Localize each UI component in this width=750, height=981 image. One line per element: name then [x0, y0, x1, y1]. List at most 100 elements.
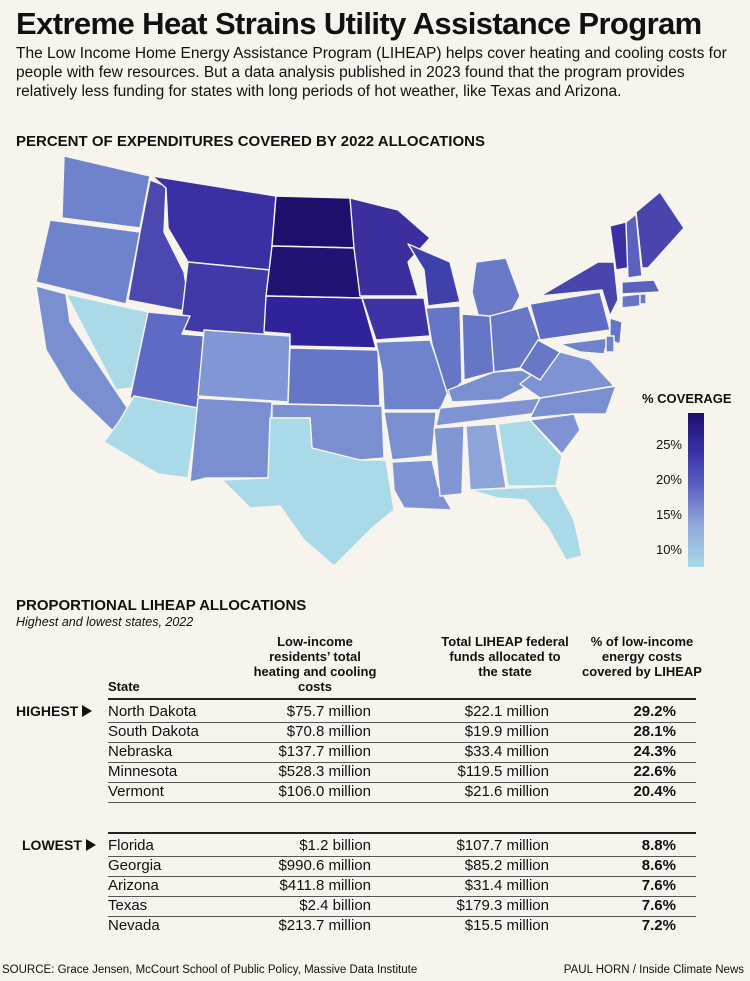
- state-washington: [61, 155, 151, 229]
- legend-tick-25: 25%: [655, 437, 682, 452]
- cell-state: Minnesota: [108, 763, 178, 780]
- cell-funds: $119.5 million: [457, 763, 549, 780]
- state-maine: [635, 191, 685, 269]
- state-florida: [469, 485, 583, 561]
- table-row: Florida $1.2 billion $107.7 million 8.8%: [108, 836, 696, 856]
- cell-state: Florida: [108, 837, 154, 854]
- col-header-pct: % of low-income energy costs covered by …: [582, 634, 702, 679]
- cell-state: Texas: [108, 897, 148, 914]
- source-note: SOURCE: Grace Jensen, McCourt School of …: [2, 964, 418, 976]
- group-label-highest: HIGHEST: [16, 703, 93, 719]
- state-georgia: [497, 419, 563, 487]
- arrow-right-icon: [85, 839, 96, 851]
- row-divider: [108, 722, 696, 723]
- cell-pct: 28.1%: [633, 723, 676, 740]
- cell-cost: $75.7 million: [286, 703, 371, 720]
- state-massachusetts: [621, 279, 661, 295]
- state-minnesota: [349, 197, 431, 297]
- cell-state: North Dakota: [108, 703, 197, 720]
- legend-title: % COVERAGE: [642, 391, 732, 406]
- group-label-highest-text: HIGHEST: [16, 703, 79, 719]
- cell-cost: $2.4 billion: [299, 897, 371, 914]
- state-new-hampshire: [625, 213, 643, 279]
- state-new-mexico: [189, 397, 273, 483]
- cell-cost: $528.3 million: [278, 763, 371, 780]
- cell-cost: $990.6 million: [278, 857, 371, 874]
- table-row: South Dakota $70.8 million $19.9 million…: [108, 722, 696, 742]
- state-wyoming: [179, 261, 271, 341]
- row-divider: [108, 856, 696, 857]
- state-oregon: [35, 219, 141, 305]
- cell-pct: 7.6%: [641, 897, 676, 914]
- state-kansas: [287, 347, 381, 407]
- state-colorado: [197, 329, 291, 403]
- group-label-lowest: LOWEST: [22, 837, 96, 853]
- state-connecticut: [621, 293, 641, 309]
- legend-color-scale: [688, 413, 704, 567]
- table-row: Vermont $106.0 million $21.6 million 20.…: [108, 782, 696, 802]
- arrow-right-icon: [82, 705, 93, 717]
- state-west-virginia: [519, 339, 561, 381]
- table-row: Arizona $411.8 million $31.4 million 7.6…: [108, 876, 696, 896]
- state-mississippi: [433, 425, 465, 497]
- cell-cost: $106.0 million: [278, 783, 371, 800]
- row-divider: [108, 782, 696, 783]
- table-row: Minnesota $528.3 million $119.5 million …: [108, 762, 696, 782]
- state-texas: [221, 417, 395, 567]
- map-heading: PERCENT OF EXPENDITURES COVERED BY 2022 …: [16, 133, 485, 150]
- cell-funds: $31.4 million: [464, 877, 549, 894]
- cell-pct: 22.6%: [633, 763, 676, 780]
- cell-funds: $179.3 million: [456, 897, 549, 914]
- group-label-lowest-text: LOWEST: [22, 837, 82, 853]
- page-title: Extreme Heat Strains Utility Assistance …: [16, 6, 702, 41]
- cell-pct: 8.6%: [641, 857, 676, 874]
- legend-tick-15: 15%: [655, 507, 682, 522]
- cell-state: Arizona: [108, 877, 159, 894]
- legend-tick-10: 10%: [655, 542, 682, 557]
- row-divider: [108, 762, 696, 763]
- cell-funds: $22.1 million: [464, 703, 549, 720]
- legend-tick-20: 20%: [655, 472, 682, 487]
- cell-state: Georgia: [108, 857, 162, 874]
- cell-cost: $137.7 million: [278, 743, 371, 760]
- state-pennsylvania: [529, 291, 611, 341]
- cell-pct: 24.3%: [633, 743, 676, 760]
- cell-funds: $107.7 million: [456, 837, 549, 854]
- state-wisconsin: [407, 243, 461, 307]
- cell-funds: $85.2 million: [464, 857, 549, 874]
- table-rule-top: [108, 698, 696, 700]
- row-divider: [108, 742, 696, 743]
- cell-cost: $1.2 billion: [299, 837, 371, 854]
- table-row: Nevada $213.7 million $15.5 million 7.2%: [108, 916, 696, 936]
- cell-cost: $213.7 million: [278, 917, 371, 934]
- col-header-state: State: [108, 679, 140, 694]
- table-row: Texas $2.4 billion $179.3 million 7.6%: [108, 896, 696, 916]
- state-louisiana: [391, 459, 453, 511]
- credit-note: PAUL HORN / Inside Climate News: [563, 964, 744, 976]
- state-indiana: [461, 313, 495, 381]
- cell-state: Nebraska: [108, 743, 173, 760]
- cell-pct: 7.6%: [641, 877, 676, 894]
- state-south-dakota: [265, 245, 363, 299]
- cell-cost: $411.8 million: [279, 877, 371, 894]
- cell-funds: $15.5 million: [464, 917, 549, 934]
- state-delaware: [605, 335, 615, 353]
- cell-funds: $33.4 million: [464, 743, 549, 760]
- us-coverage-map: [35, 155, 685, 567]
- cell-funds: $19.9 million: [464, 723, 549, 740]
- state-new-york: [539, 261, 619, 317]
- cell-state: South Dakota: [108, 723, 199, 740]
- table-rule-lowest: [108, 832, 696, 834]
- row-divider: [108, 896, 696, 897]
- row-divider: [108, 802, 696, 803]
- cell-pct: 29.2%: [633, 703, 676, 720]
- intro-text: The Low Income Home Energy Assistance Pr…: [16, 45, 727, 100]
- state-rhode-island: [639, 293, 647, 305]
- state-north-dakota: [271, 195, 357, 249]
- cell-pct: 8.8%: [641, 837, 676, 854]
- state-arkansas: [383, 411, 437, 461]
- table-row: Nebraska $137.7 million $33.4 million 24…: [108, 742, 696, 762]
- cell-cost: $70.8 million: [286, 723, 371, 740]
- col-header-funds: Total LIHEAP federal funds allocated to …: [441, 634, 569, 679]
- cell-funds: $21.6 million: [464, 783, 549, 800]
